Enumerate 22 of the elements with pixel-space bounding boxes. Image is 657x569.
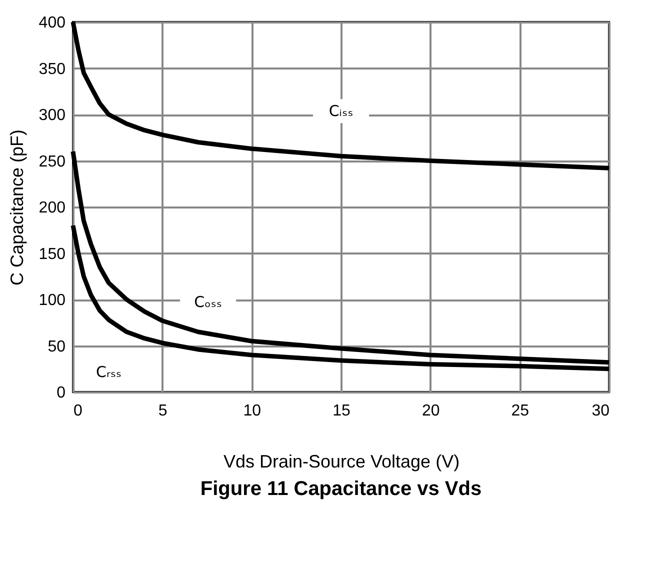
y-tick-label: 50	[48, 338, 66, 356]
y-tick-label: 150	[38, 246, 66, 263]
text: Figure 11 Capacitance vs Vds	[200, 478, 482, 500]
x-tick-label: 25	[511, 402, 530, 420]
y-tick-label: 250	[38, 153, 66, 170]
x-tick-label: 5	[158, 402, 168, 420]
y-axis-title: C Capacitance (pF)	[6, 129, 27, 286]
text: Cᵢₛₛ	[328, 102, 354, 120]
text: Cᵣₛₛ	[96, 362, 122, 381]
y-tick-label: 200	[38, 200, 66, 216]
y-tick-label: 400	[38, 14, 66, 32]
series-label: Cₒₛₛ	[194, 292, 222, 311]
x-tick-label: 10	[243, 402, 262, 420]
x-tick-label: 15	[332, 402, 350, 420]
y-tick-label: 300	[38, 107, 66, 124]
x-tick-label: 20	[422, 402, 440, 420]
y-tick-label: 0	[56, 384, 66, 402]
y-tick-label: 350	[38, 60, 66, 78]
x-axis-title: Vds Drain-Source Voltage (V)	[223, 452, 460, 472]
x-tick-label: 30	[592, 402, 610, 420]
y-tick-label: 100	[38, 292, 66, 309]
x-tick-label: 0	[74, 402, 82, 420]
